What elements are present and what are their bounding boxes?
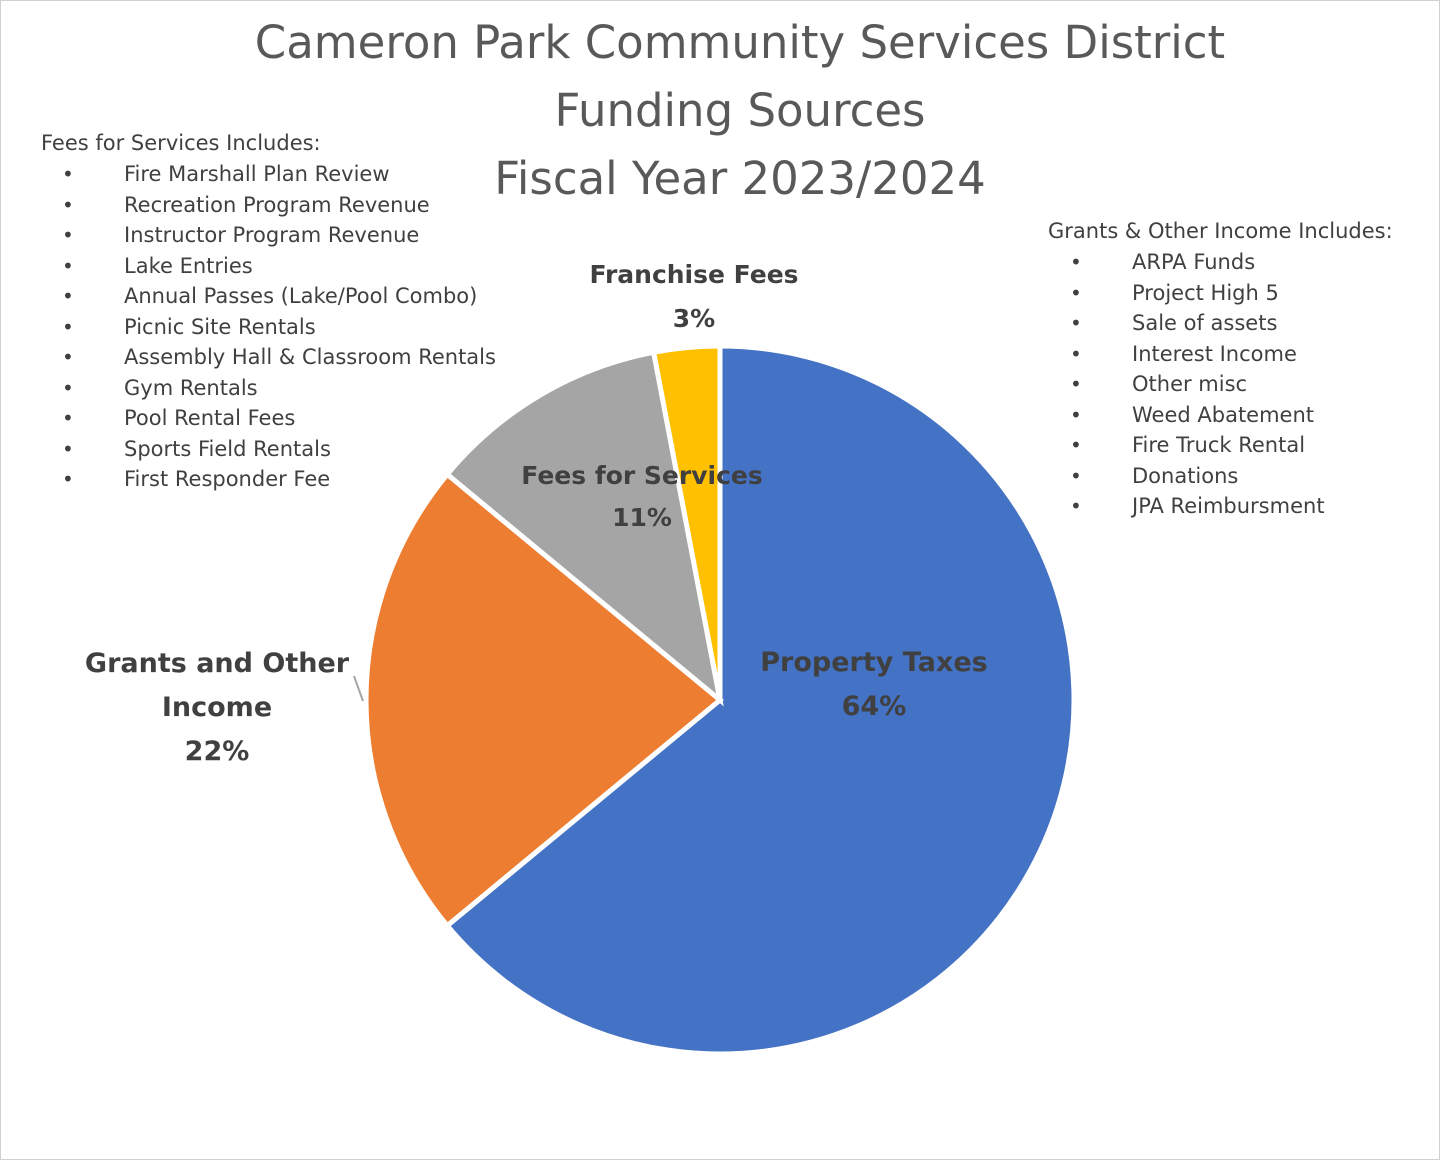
pie-slices [366, 346, 1074, 1054]
data-label-grants: Grants and Other [85, 648, 350, 679]
data-label-fees-percent: 11% [612, 503, 672, 532]
data-label-grants-percent: 22% [185, 736, 250, 767]
data-label-property-taxes-percent: 64% [842, 691, 907, 722]
data-label-fees: Fees for Services [521, 461, 762, 490]
data-label-franchise: Franchise Fees [589, 260, 798, 289]
data-label-franchise-percent: 3% [673, 304, 715, 333]
data-label-grants-line2: Income [162, 692, 272, 723]
grants-leader-line [354, 676, 363, 701]
data-label-property-taxes: Property Taxes [760, 647, 987, 678]
